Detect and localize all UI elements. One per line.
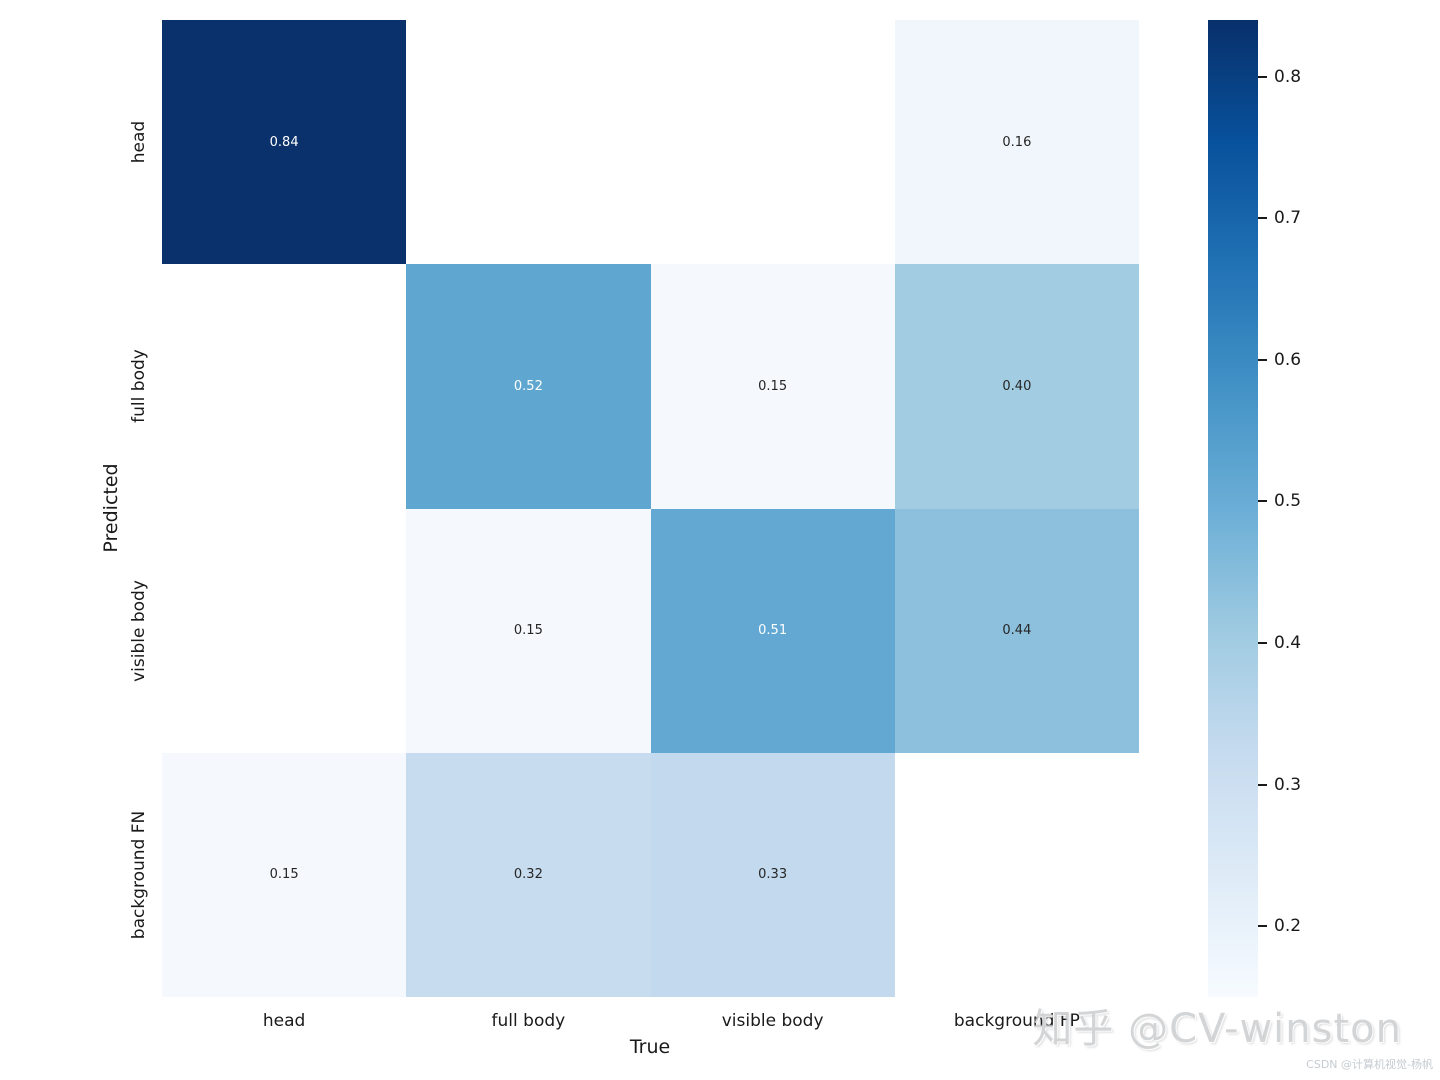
- heatmap-cell: [162, 264, 407, 509]
- y-tick-label: full body: [129, 349, 149, 424]
- heatmap-cell: 0.51: [650, 508, 895, 753]
- colorbar-tick-label: 0.5: [1274, 491, 1302, 512]
- colorbar-tick-mark: [1258, 500, 1267, 503]
- csdn-watermark: CSDN @计算机视觉-杨帆: [1306, 1058, 1433, 1071]
- heatmap-cell: 0.32: [406, 752, 651, 997]
- colorbar-tick-mark: [1258, 925, 1267, 928]
- x-axis-title: True: [629, 1036, 671, 1058]
- heatmap-cell: [894, 752, 1139, 997]
- colorbar-tick-mark: [1258, 75, 1267, 78]
- heatmap-cell: 0.52: [406, 264, 651, 509]
- heatmap-cell: 0.40: [894, 264, 1139, 509]
- heatmap-cell: 0.15: [406, 508, 651, 753]
- y-tick-label: background FN: [129, 810, 149, 940]
- colorbar-tick-label: 0.6: [1274, 349, 1302, 370]
- zhihu-watermark: 知乎 @CV-winston: [1032, 1006, 1402, 1052]
- heatmap-cell: [650, 20, 895, 265]
- x-tick-label: visible body: [721, 1011, 824, 1031]
- heatmap-cell: 0.33: [650, 752, 895, 997]
- y-axis-title: Predicted: [100, 463, 122, 553]
- x-tick-label: head: [262, 1011, 306, 1031]
- y-tick-label: head: [129, 120, 149, 164]
- y-tick-label: visible body: [129, 579, 149, 682]
- colorbar-gradient: [1208, 20, 1258, 997]
- colorbar-tick-mark: [1258, 642, 1267, 644]
- x-tick-label: background FP: [953, 1011, 1080, 1031]
- colorbar-tick-label: 0.7: [1274, 208, 1302, 229]
- colorbar-tick-label: 0.3: [1274, 774, 1302, 795]
- colorbar-tick-mark: [1258, 217, 1267, 220]
- heatmap-cell: [406, 20, 651, 265]
- heatmap-cell: 0.84: [162, 20, 407, 265]
- colorbar-tick-mark: [1258, 358, 1267, 361]
- heatmap-grid: 0.84 0.16 0.52 0.15 0.40 0.15 0.51 0.44 0.15 0.32…: [162, 20, 1139, 997]
- colorbar-tick-label: 0.2: [1274, 916, 1302, 937]
- heatmap-cell: 0.16: [894, 20, 1139, 265]
- colorbar-tick-mark: [1258, 783, 1267, 786]
- heatmap-cell: 0.44: [894, 508, 1139, 753]
- heatmap-cell: [162, 508, 407, 753]
- colorbar-tick-label: 0.8: [1274, 66, 1302, 87]
- heatmap-cell: 0.15: [650, 264, 895, 509]
- x-tick-label: full body: [491, 1011, 566, 1031]
- colorbar-tick-label: 0.4: [1274, 633, 1302, 653]
- heatmap-cell: 0.15: [162, 752, 407, 997]
